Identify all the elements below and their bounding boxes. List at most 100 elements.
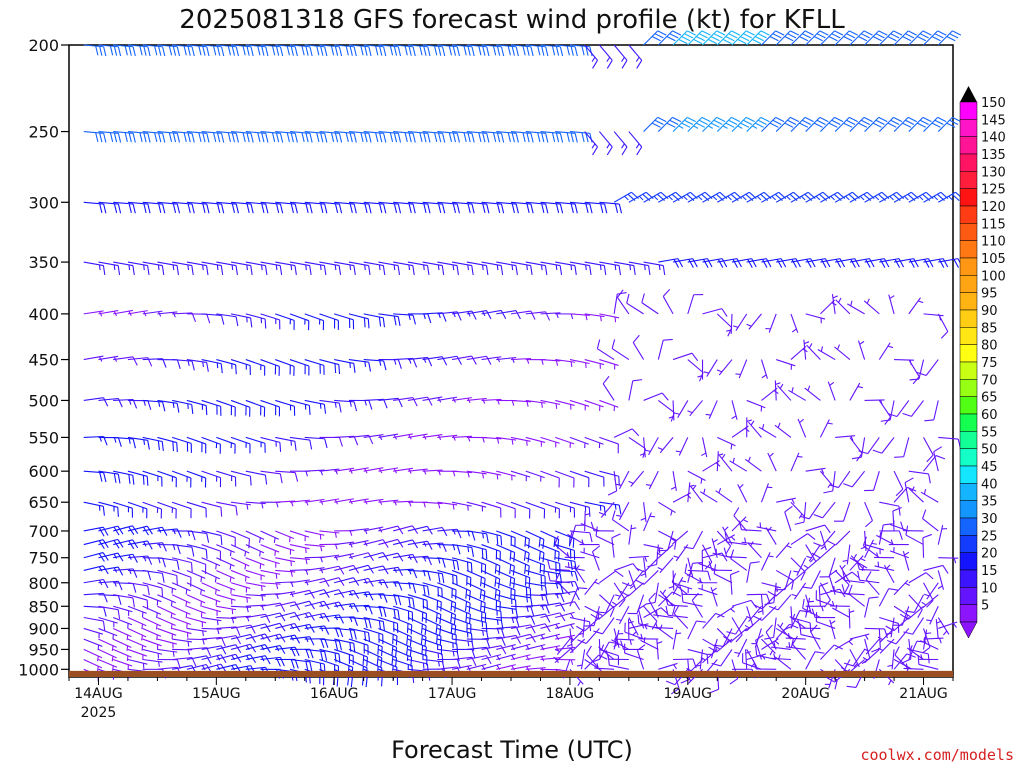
barb-half-flag	[406, 655, 409, 661]
wind-barb	[851, 437, 866, 460]
wind-barb	[142, 569, 165, 583]
barb-half-flag	[570, 313, 574, 320]
barb-flag	[515, 133, 519, 143]
barb-flag	[383, 46, 387, 57]
barb-staff	[760, 594, 764, 615]
wind-barb	[614, 261, 636, 276]
barb-flag	[279, 473, 283, 484]
barb-flag	[117, 609, 121, 620]
barb-staff	[773, 617, 777, 638]
wind-barb	[580, 519, 600, 532]
barb-flag	[220, 507, 223, 517]
barb-staff	[849, 649, 860, 668]
barb-flag	[441, 46, 446, 57]
barb-flag	[713, 33, 723, 39]
barb-flag	[922, 30, 932, 36]
barb-flag	[733, 507, 740, 516]
barb-staff	[667, 604, 688, 607]
barb-half-flag	[904, 582, 911, 586]
barb-staff	[466, 355, 487, 361]
barb-staff	[788, 389, 806, 401]
barb-staff	[275, 591, 296, 596]
wind-barb	[142, 638, 162, 650]
barb-staff	[525, 399, 546, 404]
wind-barb	[760, 552, 774, 571]
y-tick-label: 500	[28, 391, 59, 410]
wind-barb	[893, 605, 912, 621]
barb-flag	[113, 203, 118, 214]
barb-staff	[584, 131, 598, 148]
colorbar-swatch	[959, 500, 978, 519]
barb-flag	[686, 30, 696, 36]
wind-barb	[653, 610, 674, 619]
barb-half-flag	[830, 620, 836, 625]
wind-barb	[275, 201, 298, 214]
barb-flag	[618, 599, 626, 608]
wind-barb	[628, 131, 643, 156]
wind-barb	[525, 613, 551, 623]
barb-flag	[261, 203, 265, 214]
barb-flag	[382, 317, 386, 328]
wind-barb	[245, 569, 266, 581]
wind-barb	[938, 621, 958, 629]
wind-barb	[348, 577, 374, 587]
wind-barb	[186, 261, 209, 276]
barb-staff	[245, 613, 266, 619]
wind-barb	[378, 313, 401, 326]
barb-staff	[113, 436, 134, 440]
barb-half-flag	[606, 56, 611, 62]
wind-barb	[599, 501, 622, 515]
barb-flag	[544, 585, 548, 596]
barb-staff	[658, 530, 677, 541]
wind-barb	[83, 539, 109, 549]
barb-staff	[790, 616, 811, 624]
barb-half-flag	[937, 585, 943, 590]
barb-staff	[713, 573, 733, 584]
barb-staff	[599, 399, 619, 408]
barb-flag	[202, 46, 206, 56]
wind-barb	[216, 470, 237, 487]
barb-staff	[216, 594, 236, 601]
barb-flag	[427, 571, 431, 581]
wind-barb	[893, 116, 917, 132]
wind-barb	[902, 400, 924, 417]
barb-half-flag	[185, 601, 188, 607]
barb-flag	[349, 642, 352, 652]
barb-staff	[304, 399, 325, 405]
barb-flag	[113, 473, 117, 483]
barb-staff	[667, 530, 674, 551]
barb-staff	[393, 582, 414, 585]
barb-flag	[791, 259, 797, 268]
wind-barb	[481, 569, 501, 589]
barb-flag	[162, 133, 166, 143]
barb-staff	[864, 191, 883, 203]
barb-staff	[658, 662, 678, 670]
barb-staff	[852, 649, 866, 667]
wind-barb	[525, 530, 545, 549]
barb-flag	[301, 132, 305, 142]
barb-half-flag	[659, 624, 663, 630]
barb-staff	[378, 499, 399, 503]
barb-half-flag	[260, 585, 263, 591]
wind-barb	[186, 655, 212, 665]
barb-half-flag	[761, 424, 765, 430]
wind-barb	[245, 530, 265, 543]
wind-barb	[547, 571, 570, 584]
barb-staff	[422, 526, 443, 532]
barb-flag	[206, 313, 211, 324]
barb-staff	[555, 131, 576, 134]
barb-half-flag	[742, 195, 747, 201]
barb-staff	[142, 605, 162, 615]
wind-barb	[805, 30, 829, 46]
y-tick-label: 800	[28, 574, 59, 593]
barb-staff	[319, 359, 339, 366]
wind-barb	[245, 436, 266, 453]
wind-barb	[481, 645, 507, 655]
barb-staff	[289, 359, 310, 367]
barb-flag	[364, 618, 368, 629]
wind-barb	[803, 339, 810, 360]
barb-staff	[275, 601, 295, 607]
wind-barb	[334, 131, 357, 143]
barb-flag	[323, 265, 327, 276]
barb-flag	[320, 132, 324, 143]
